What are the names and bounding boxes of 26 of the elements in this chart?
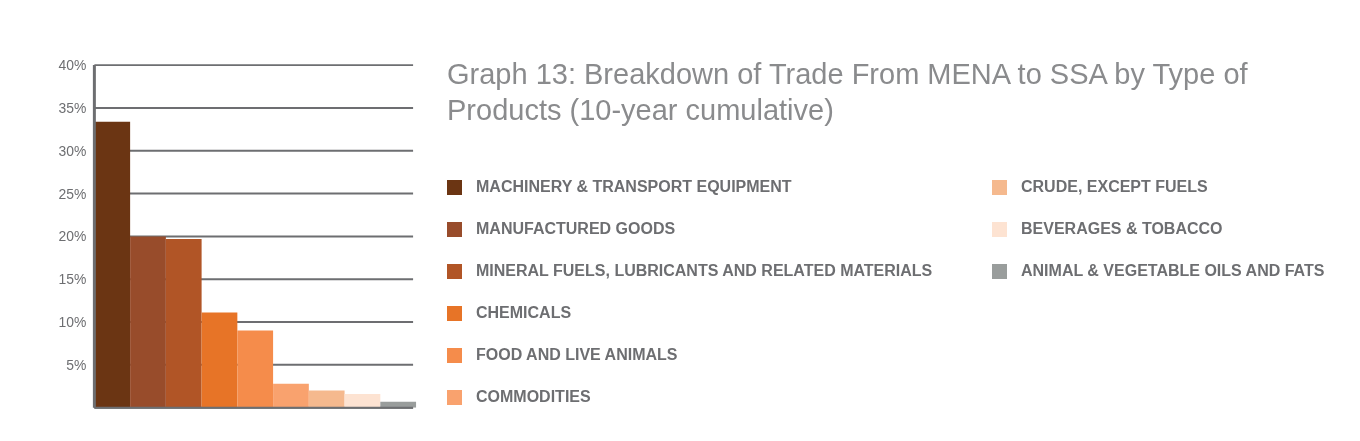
bar [344,393,381,408]
bar [273,383,309,408]
legend-label: MINERAL FUELS, LUBRICANTS AND RELATED MATERIALS [476,262,933,280]
legend-label: MANUFACTURED GOODS [476,220,676,238]
y-tick-label: 25% [58,185,87,202]
y-tick-label: 5% [66,356,87,373]
legend-label: COMMODITIES [476,388,591,406]
legend-label: ANIMAL & VEGETABLE OILS AND FATS [1021,262,1325,280]
bar [201,312,238,408]
y-tick-label: 40% [58,57,87,74]
y-tick-label: 20% [58,228,87,245]
bar [94,121,131,408]
legend-label: CRUDE, EXCEPT FUELS [1021,178,1208,196]
y-tick-label: 10% [58,313,87,330]
bar [237,330,274,408]
bar [130,236,166,408]
legend-label: CHEMICALS [476,304,572,322]
bar [165,238,202,408]
y-tick-label: 30% [58,142,87,159]
y-tick-label: 15% [58,271,87,288]
legend-label: MACHINERY & TRANSPORT EQUIPMENT [476,178,792,196]
bar [308,390,345,408]
legend-label: FOOD AND LIVE ANIMALS [476,346,678,364]
legend-label: BEVERAGES & TOBACCO [1021,220,1223,238]
text: Graph 13: Breakdown of Trade From MENA to SSA by Type of Products (10-year cumulative) [447,57,1249,128]
y-tick-label: 35% [58,99,87,116]
